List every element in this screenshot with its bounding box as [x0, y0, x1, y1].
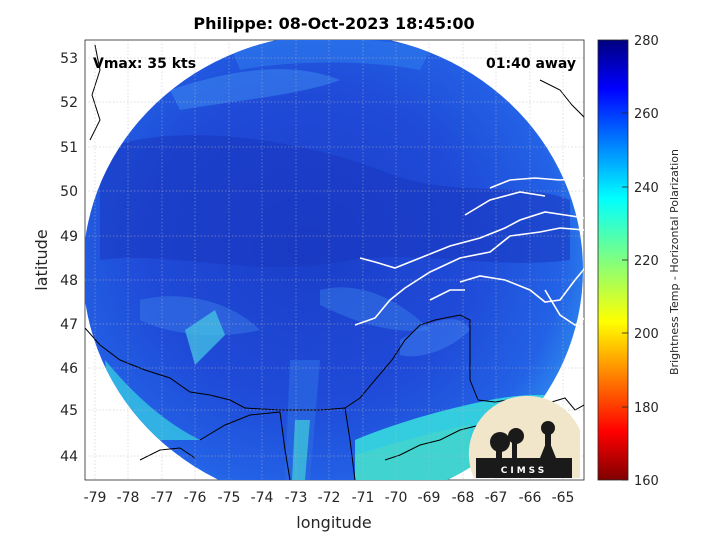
colorbar: 160 180 200 220 240 260 280 Brightness T… [597, 34, 681, 489]
x-tick: -79 [84, 490, 107, 506]
colorbar-tick: 180 [634, 401, 659, 416]
colorbar-tick: 220 [634, 254, 659, 269]
time-away-annotation: 01:40 away [486, 56, 576, 72]
vmax-annotation: Vmax: 35 kts [93, 56, 196, 72]
x-tick: -77 [151, 490, 174, 506]
y-tick: 52 [60, 95, 78, 111]
y-tick: 44 [60, 449, 78, 465]
coastlines [354, 177, 584, 326]
borders [85, 44, 584, 480]
x-tick: -75 [218, 490, 241, 506]
colorbar-tick: 260 [634, 107, 659, 122]
colorbar-tick: 240 [634, 181, 659, 196]
x-tick: -71 [352, 490, 375, 506]
x-tick: -74 [251, 490, 274, 506]
x-tick: -69 [418, 490, 441, 506]
x-axis: -79 -78 -77 -76 -75 -74 -73 -72 -71 -70 … [84, 490, 575, 532]
x-tick: -76 [184, 490, 207, 506]
x-tick: -70 [385, 490, 408, 506]
y-tick: 51 [60, 140, 78, 156]
x-axis-label: longitude [296, 513, 371, 532]
y-axis-label: latitude [32, 229, 51, 290]
cimss-logo: CIMSS [468, 395, 580, 478]
y-tick: 47 [60, 317, 78, 333]
colorbar-tick: 280 [634, 34, 659, 49]
x-tick: -66 [519, 490, 542, 506]
x-tick: -78 [117, 490, 140, 506]
y-tick: 53 [60, 51, 78, 67]
logo-text: CIMSS [501, 466, 547, 476]
colorbar-tick: 160 [634, 474, 659, 489]
y-tick: 48 [60, 273, 78, 289]
grid [85, 40, 584, 480]
x-tick: -72 [318, 490, 341, 506]
x-tick: -68 [452, 490, 475, 506]
y-tick: 50 [60, 184, 78, 200]
y-axis: 44 45 46 47 48 49 50 51 52 53 latitude [32, 51, 78, 465]
chart-title: Philippe: 08-Oct-2023 18:45:00 [193, 14, 474, 33]
x-tick: -65 [552, 490, 575, 506]
x-tick: -73 [285, 490, 308, 506]
colorbar-label: Brightness Temp - Horizontal Polarizatio… [668, 149, 681, 375]
y-tick: 46 [60, 361, 78, 377]
y-tick: 45 [60, 403, 78, 419]
x-tick: -67 [485, 490, 508, 506]
colorbar-tick: 200 [634, 327, 659, 342]
y-tick: 49 [60, 229, 78, 245]
